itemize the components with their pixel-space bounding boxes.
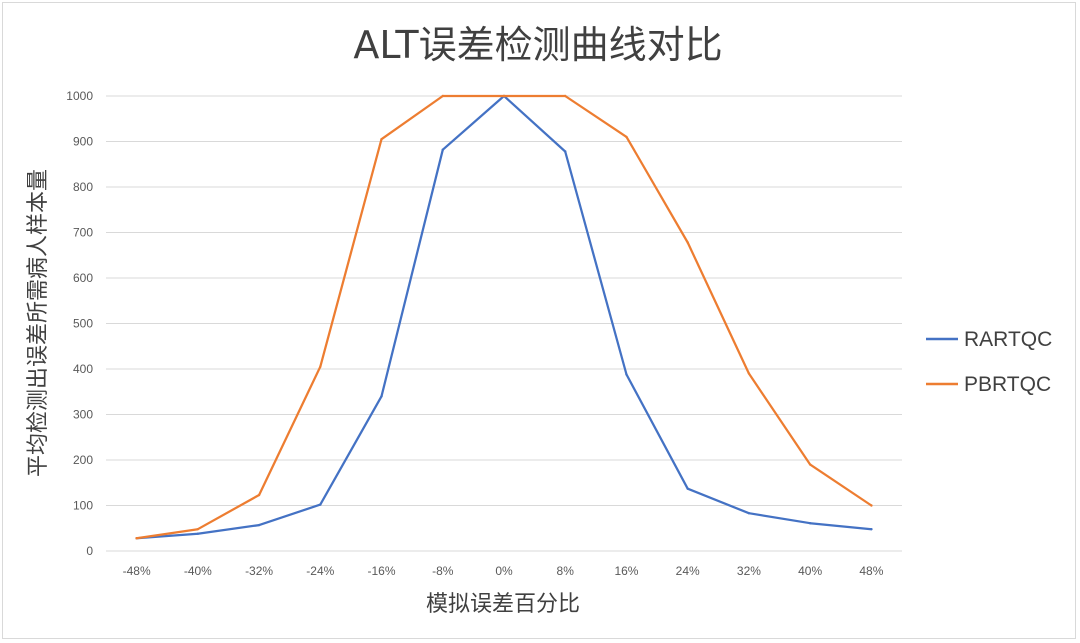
legend-label: RARTQC [964, 328, 1052, 351]
series-lines [135, 94, 873, 540]
data-point-pbrtqc [257, 493, 261, 497]
x-tick-label: -8% [432, 564, 454, 578]
y-axis-ticks: 0 100 200 300 400 500 600 700 800 900 1000 [66, 89, 93, 558]
data-point-pbrtqc [196, 527, 200, 531]
data-point-pbrtqc [747, 372, 751, 375]
chart-title: ALT误差检测曲线对比 [353, 23, 722, 67]
data-point-pbrtqc [319, 365, 322, 368]
x-axis-ticks: -48% -40% -32% -24% -16% -8% 0% 8% 16% 24% 32% 40% 4… [123, 564, 884, 578]
gridlines [106, 95, 902, 552]
x-tick-label: -40% [184, 564, 212, 578]
y-tick-label: 600 [73, 271, 93, 285]
x-tick-label: 48% [859, 564, 883, 578]
data-point-pbrtqc [870, 504, 873, 507]
legend: RARTQC PBRTQC [926, 328, 1052, 396]
data-point-pbrtqc [135, 537, 138, 540]
data-point-rartqc [564, 150, 567, 153]
data-point-pbrtqc [686, 241, 689, 244]
y-tick-label: 0 [86, 544, 93, 558]
y-tick-label: 300 [73, 408, 93, 422]
y-tick-label: 100 [73, 499, 93, 513]
series-pbrtqc [135, 94, 873, 540]
data-point-pbrtqc [808, 463, 812, 466]
data-point-rartqc [870, 527, 873, 531]
y-axis-title: 平均检测出误差所需病人样本量 [26, 169, 51, 477]
y-tick-label: 400 [73, 362, 93, 376]
x-tick-label: 40% [798, 564, 822, 578]
x-tick-label: -32% [245, 564, 273, 578]
x-tick-label: -16% [368, 564, 396, 578]
legend-item-pbrtqc: PBRTQC [926, 373, 1051, 396]
series-line-pbrtqc [135, 94, 873, 540]
y-tick-label: 700 [73, 226, 93, 240]
data-point-rartqc [380, 395, 383, 398]
series-rartqc [135, 94, 873, 540]
data-point-rartqc [196, 532, 200, 535]
data-point-rartqc [808, 522, 812, 525]
x-axis-title: 模拟误差百分比 [426, 592, 580, 617]
data-point-rartqc [686, 487, 689, 490]
data-point-pbrtqc [564, 94, 567, 98]
data-point-rartqc [747, 512, 751, 515]
x-tick-label: 32% [737, 564, 761, 578]
data-point-pbrtqc [625, 135, 628, 139]
series-line-rartqc [135, 94, 873, 540]
x-tick-label: -24% [306, 564, 334, 578]
y-tick-label: 900 [73, 135, 93, 149]
data-point-rartqc [319, 503, 322, 506]
data-point-pbrtqc [441, 94, 444, 98]
y-tick-label: 800 [73, 180, 93, 194]
x-tick-label: 0% [495, 564, 513, 578]
x-tick-label: 16% [614, 564, 638, 578]
x-tick-label: 24% [676, 564, 700, 578]
x-tick-label: -48% [123, 564, 151, 578]
x-tick-label: 8% [557, 564, 575, 578]
y-tick-label: 1000 [66, 89, 93, 103]
y-tick-label: 500 [73, 317, 93, 331]
legend-item-rartqc: RARTQC [926, 328, 1052, 351]
data-point-rartqc [625, 373, 628, 376]
y-tick-label: 200 [73, 453, 93, 467]
legend-label: PBRTQC [964, 373, 1051, 396]
data-point-pbrtqc [502, 94, 506, 98]
data-point-rartqc [257, 523, 261, 527]
data-point-rartqc [441, 148, 444, 151]
data-point-pbrtqc [380, 138, 383, 141]
